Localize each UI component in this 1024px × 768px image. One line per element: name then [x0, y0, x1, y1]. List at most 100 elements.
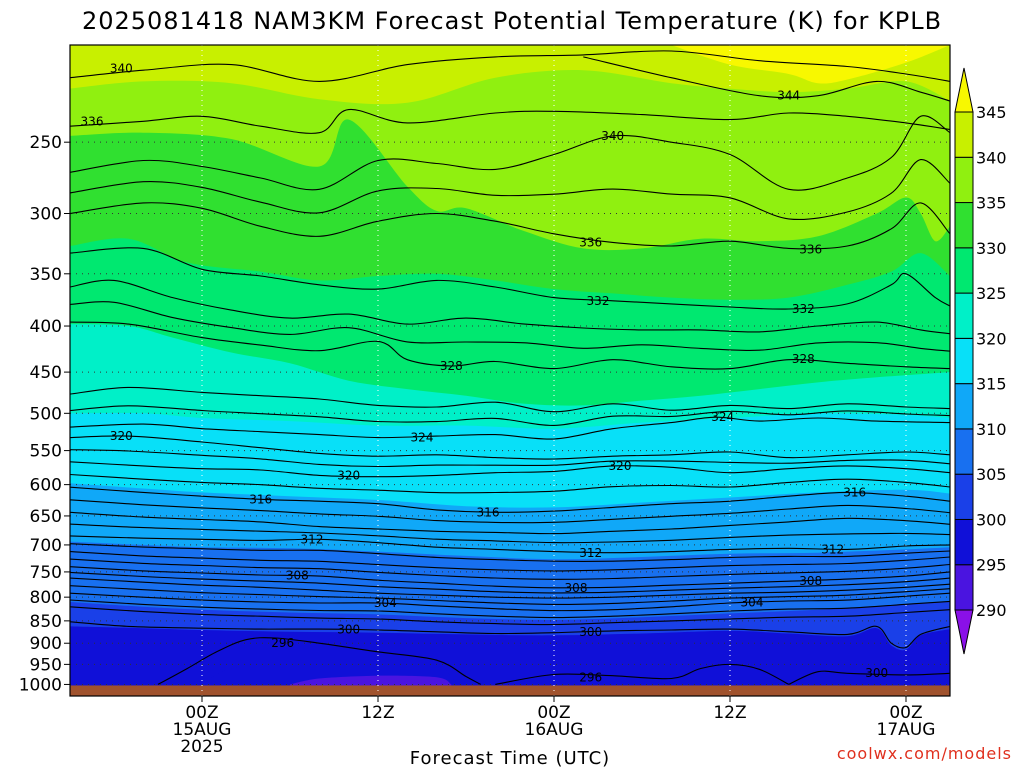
- contour-308-17: [70, 577, 950, 599]
- y-tick-label-900: 900: [30, 634, 62, 654]
- contour-mid-6: [70, 301, 950, 352]
- colorbar-label-300: 300: [976, 510, 1007, 529]
- y-tick-label-600: 600: [30, 476, 62, 496]
- y-tick-label-300: 300: [30, 205, 62, 225]
- x-tick-label-48-0: 00Z: [889, 703, 922, 723]
- contour-336-4: [70, 202, 950, 250]
- contour-300-20: [70, 621, 950, 649]
- colorbar-label-345: 345: [976, 103, 1007, 122]
- x-tick-label-0-2: 2025: [180, 737, 223, 757]
- x-tick-label-0-0: 00Z: [185, 703, 218, 723]
- colorbar-segment-305: [954, 428, 974, 475]
- colorbar: 290 295 300 305 310 315 320 325 330 335 340 345: [954, 67, 1007, 655]
- contour-296-21: [157, 637, 481, 685]
- colorbar-label-315: 315: [976, 375, 1007, 394]
- colorbar-label-310: 310: [976, 420, 1007, 439]
- contour-label-20: 312: [821, 542, 844, 556]
- contour-344-1: [583, 56, 950, 102]
- colorbar-label-325: 325: [976, 284, 1007, 303]
- colorbar-segment-300: [954, 473, 974, 520]
- contour-label-29: 300: [865, 666, 888, 680]
- y-tick-label-250: 250: [30, 133, 62, 153]
- contour-316-13: [70, 511, 950, 535]
- contour-332-6: [70, 279, 950, 335]
- contour-328-7: [70, 321, 950, 370]
- x-axis-label: Forecast Time (UTC): [410, 748, 610, 768]
- contour-label-9: 328: [792, 352, 815, 366]
- y-tick-label-650: 650: [30, 507, 62, 527]
- y-tick-label-700: 700: [30, 536, 62, 556]
- y-tick-label-800: 800: [30, 588, 62, 608]
- contour-mid-13: [70, 523, 950, 544]
- contour-label-2: 336: [81, 114, 104, 128]
- x-tick-label-24-0: 00Z: [537, 703, 570, 723]
- contour-mid-10: [70, 449, 950, 468]
- x-tick-label-36-0: 12Z: [713, 703, 746, 723]
- contour-label-21: 308: [286, 569, 309, 583]
- credit-text: coolwx.com/models: [837, 744, 1012, 763]
- contour-label-30: 296: [579, 671, 602, 685]
- contour-label-14: 320: [337, 468, 360, 482]
- colorbar-segment-295: [954, 518, 974, 566]
- contour-label-3: 340: [601, 129, 624, 143]
- colorbar-segment-315: [954, 337, 974, 385]
- contour-312-14: [70, 535, 950, 554]
- contour-mid-8: [70, 405, 950, 426]
- colorbar-label-320: 320: [976, 329, 1007, 348]
- contour-label-12: 324: [411, 431, 434, 445]
- y-tick-label-450: 450: [30, 363, 62, 383]
- colorbar-label-295: 295: [976, 556, 1007, 575]
- contour-label-19: 312: [579, 546, 602, 560]
- contour-mid-14: [70, 543, 950, 562]
- contour-label-27: 300: [579, 625, 602, 639]
- contour-label-1: 344: [777, 89, 800, 103]
- contour-label-22: 308: [565, 581, 588, 595]
- contour-304-19: [70, 606, 950, 626]
- x-tick-label-48-1: 17AUG: [877, 720, 936, 740]
- contour-label-24: 304: [374, 596, 397, 610]
- contour-mid-17: [70, 585, 950, 605]
- contour-mid-15: [70, 558, 950, 580]
- contour-label-15: 316: [843, 485, 866, 499]
- colorbar-segment-310: [954, 383, 974, 430]
- x-tick-label-0-1: 15AUG: [173, 720, 232, 740]
- y-tick-label-1000: 1000: [19, 675, 62, 695]
- contour-320-11: [70, 461, 950, 478]
- contour-label-16: 316: [249, 492, 272, 506]
- colorbar-label-330: 330: [976, 239, 1007, 258]
- contour-mid-11: [70, 473, 950, 494]
- contour-label-17: 316: [477, 505, 500, 519]
- contour-label-23: 308: [799, 574, 822, 588]
- contour-label-18: 312: [301, 532, 324, 546]
- contour-308-16: [70, 566, 950, 589]
- contour-label-25: 304: [741, 595, 764, 609]
- contour-312-15: [70, 551, 950, 572]
- colorbar-extend-bottom: [954, 609, 974, 655]
- y-tick-label-550: 550: [30, 442, 62, 462]
- x-tick-label-24-1: 16AUG: [525, 720, 584, 740]
- chart-title: 2025081418 NAM3KM Forecast Potential Tem…: [82, 7, 942, 35]
- contour-label-13: 320: [609, 459, 632, 473]
- colorbar-segment-325: [954, 247, 974, 294]
- contour-320-10: [70, 435, 950, 460]
- colorbar-segment-330: [954, 202, 974, 249]
- contour-336-2: [70, 109, 950, 134]
- contour-label-6: 332: [587, 294, 610, 308]
- x-tick-label-12-0: 12Z: [361, 703, 394, 723]
- contour-label-11: 320: [110, 429, 133, 443]
- colorbar-segment-340: [954, 111, 974, 158]
- contour-mid-18: [70, 599, 950, 619]
- contour-label-28: 296: [271, 636, 294, 650]
- contour-mid-16: [70, 571, 950, 594]
- contour-300-23: [788, 670, 950, 685]
- y-tick-label-400: 400: [30, 317, 62, 337]
- contour-340-0: [70, 50, 950, 82]
- y-tick-label-750: 750: [30, 563, 62, 583]
- contour-316-12: [70, 486, 950, 513]
- plot-area: 340 344 336 340 336 336 332 332 328 328 324 320 324 3…: [70, 45, 950, 696]
- contour-label-0: 340: [110, 61, 133, 75]
- filled-bands: [70, 45, 950, 696]
- colorbar-label-340: 340: [976, 148, 1007, 167]
- colorbar-segment-290: [954, 564, 974, 611]
